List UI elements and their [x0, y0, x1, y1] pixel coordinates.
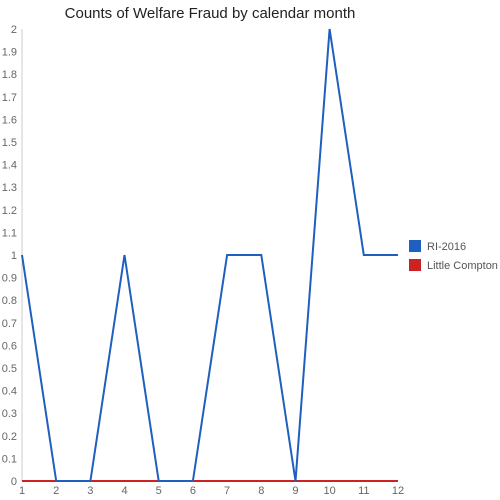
y-tick-label: 1.6 [2, 114, 17, 126]
x-tick-label: 2 [53, 485, 59, 497]
y-tick-label: 1.8 [2, 69, 17, 81]
x-axis-ticks: 1 2 3 4 5 6 7 8 9 10 11 12 [19, 485, 404, 497]
x-tick-label: 3 [87, 485, 93, 497]
legend-swatch [409, 240, 421, 252]
x-tick-label: 10 [324, 485, 336, 497]
y-tick-label: 1.1 [2, 227, 17, 239]
legend: RI-2016 Little Compton [409, 240, 498, 272]
y-axis-ticks: 0 0.1 0.2 0.3 0.4 0.5 0.6 0.7 0.8 0.9 1 1.1 1.2 1.3 1.… [2, 24, 17, 488]
y-tick-label: 0 [11, 476, 17, 488]
y-tick-label: 0.4 [2, 386, 17, 398]
x-tick-label: 11 [358, 485, 369, 497]
chart-title: Counts of Welfare Fraud by calendar mont… [65, 5, 356, 22]
y-tick-label: 0.1 [2, 453, 17, 465]
x-tick-label: 5 [156, 485, 162, 497]
series-lines [21, 28, 398, 482]
y-tick-label: 1.4 [2, 160, 17, 172]
x-tick-label: 4 [121, 485, 127, 497]
y-tick-label: 0.9 [2, 273, 17, 285]
y-tick-label: 2 [11, 24, 17, 36]
y-tick-label: 0.7 [2, 318, 17, 330]
y-tick-label: 0.3 [2, 408, 17, 420]
legend-label: RI-2016 [427, 241, 466, 253]
x-tick-label: 6 [190, 485, 196, 497]
y-tick-label: 1 [11, 250, 17, 262]
y-tick-label: 1.9 [2, 47, 17, 59]
y-tick-label: 1.7 [2, 92, 17, 104]
x-tick-label: 12 [392, 485, 404, 497]
x-tick-label: 1 [19, 485, 25, 497]
x-tick-label: 8 [258, 485, 264, 497]
series-line-1 [21, 28, 398, 482]
legend-label: Little Compton [427, 260, 498, 272]
y-tick-label: 0.8 [2, 295, 17, 307]
y-tick-label: 1.5 [2, 137, 17, 149]
x-tick-label: 9 [292, 485, 298, 497]
y-tick-label: 0.2 [2, 431, 17, 443]
legend-swatch [409, 259, 421, 271]
y-tick-label: 0.6 [2, 340, 17, 352]
x-tick-label: 7 [224, 485, 230, 497]
y-tick-label: 0.5 [2, 363, 17, 375]
y-tick-label: 1.2 [2, 205, 17, 217]
y-tick-label: 1.3 [2, 182, 17, 194]
chart-axes [21, 29, 398, 482]
